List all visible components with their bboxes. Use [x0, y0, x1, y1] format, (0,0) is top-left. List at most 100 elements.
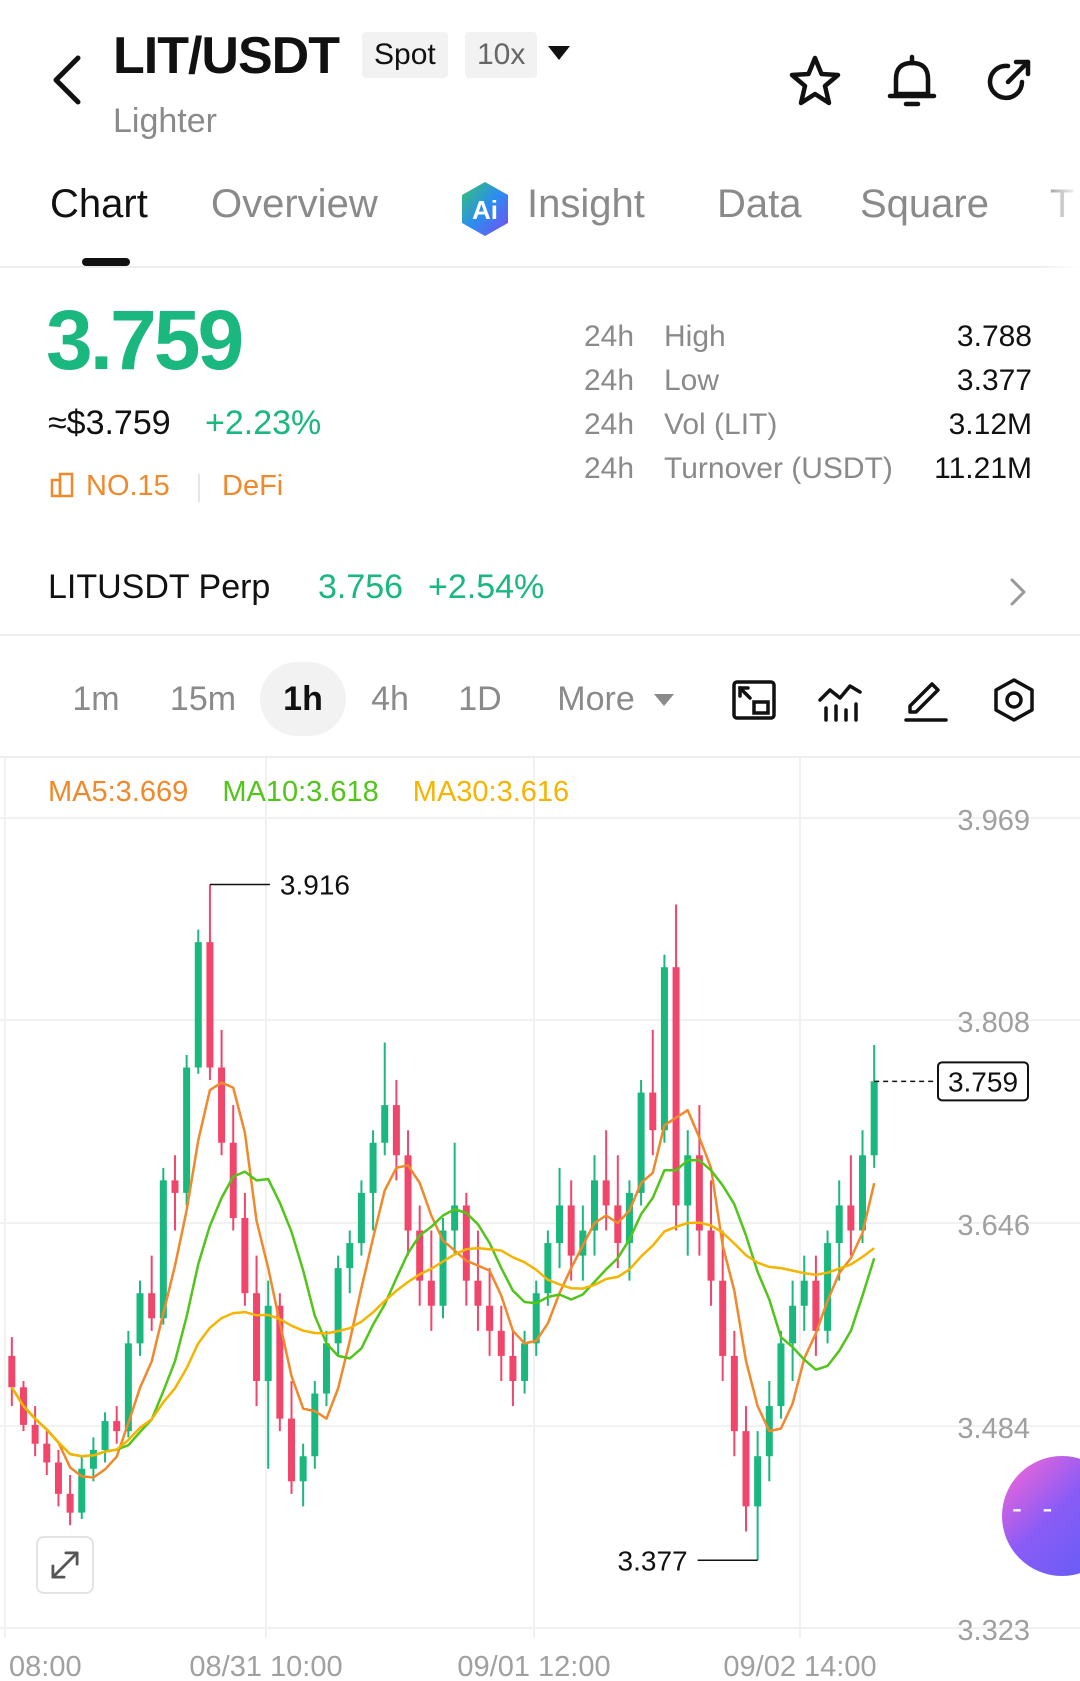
y-tick-label: 3.969: [957, 805, 1030, 837]
draw-icon[interactable]: [902, 676, 950, 724]
ma5-line: [10, 1081, 876, 1479]
more-dropdown-icon[interactable]: [654, 694, 674, 706]
candle-body: [614, 1205, 622, 1244]
candle-body: [369, 1142, 377, 1193]
stat-period: 24h: [584, 320, 635, 353]
pair-title[interactable]: LIT/USDT: [113, 27, 340, 85]
candle-body: [54, 1462, 62, 1494]
ai-icon: Ai: [462, 182, 508, 236]
min-price-label: 3.377: [618, 1545, 688, 1576]
sector-badge[interactable]: DeFi: [222, 470, 284, 502]
tab-chart[interactable]: Chart: [50, 182, 148, 226]
candle-body: [381, 1105, 389, 1143]
candle-body: [322, 1343, 330, 1394]
back-arrow-icon[interactable]: [44, 52, 88, 108]
candle-body: [660, 967, 668, 1131]
interval-1d[interactable]: 1D: [458, 680, 502, 718]
tab-square[interactable]: Square: [860, 182, 989, 226]
stat-value: 3.377: [956, 364, 1032, 397]
candle-body: [346, 1243, 354, 1269]
candle-body: [556, 1205, 564, 1244]
candle-body: [486, 1305, 494, 1331]
candle-body: [497, 1330, 505, 1356]
candle-body: [509, 1355, 517, 1381]
candle-body: [544, 1243, 552, 1294]
leverage-badge[interactable]: 10x: [465, 32, 538, 78]
y-tick-label: 3.484: [957, 1413, 1030, 1445]
candle-body: [812, 1280, 820, 1331]
pair-dropdown-icon[interactable]: [548, 46, 570, 60]
star-icon[interactable]: [785, 52, 845, 112]
candle-body: [451, 1205, 459, 1231]
candle-body: [695, 1155, 703, 1231]
current-price-box: [937, 1061, 1029, 1102]
tab-data[interactable]: Data: [717, 182, 802, 226]
bell-icon[interactable]: [882, 52, 942, 112]
y-tick-label: 3.323: [957, 1615, 1030, 1647]
stat-label: Low: [664, 364, 720, 397]
candle-body: [847, 1205, 855, 1231]
candle-body: [357, 1192, 365, 1244]
candle-body: [427, 1280, 435, 1306]
y-tick-label: 3.646: [957, 1210, 1030, 1242]
candle-body: [532, 1293, 540, 1344]
candle-body: [288, 1418, 296, 1482]
max-price-label: 3.916: [280, 869, 350, 900]
stat-label: Turnover (USDT): [664, 452, 893, 485]
candle-body: [101, 1421, 109, 1450]
candle-body: [311, 1393, 319, 1457]
candle-body: [206, 942, 214, 1068]
candle-body: [474, 1280, 482, 1306]
candle-body: [404, 1155, 412, 1231]
candle-body: [835, 1205, 843, 1244]
rank-icon: [50, 472, 74, 498]
tab-active-indicator: [82, 258, 130, 266]
ma30-label: MA30:3.616: [412, 776, 570, 808]
tab-overview[interactable]: Overview: [211, 182, 378, 226]
candle-body: [754, 1456, 762, 1507]
interval-more[interactable]: More: [557, 680, 635, 718]
candle-body: [777, 1343, 785, 1407]
candle-body: [136, 1293, 144, 1344]
candle-body: [637, 1092, 645, 1193]
kline-chart[interactable]: 3.969 3.808 3.646 3.484 3.323 08/30 08:00 08/3…: [0, 756, 1080, 1681]
fullscreen-icon[interactable]: [730, 676, 778, 724]
fiat-price: ≈$3.759: [48, 404, 171, 442]
candle-body: [439, 1230, 447, 1306]
candle-body: [299, 1456, 307, 1482]
rank-badge[interactable]: NO.15: [50, 470, 170, 503]
expand-icon[interactable]: [36, 1536, 94, 1594]
indicators-icon[interactable]: [816, 676, 864, 724]
candle-body: [859, 1155, 867, 1231]
stat-low: 24h Low 3.377: [584, 364, 1034, 404]
perp-name: LITUSDT Perp: [48, 568, 271, 606]
ma10-line: [10, 1159, 876, 1458]
market-type-badge: Spot: [362, 32, 448, 78]
candle-body: [334, 1268, 342, 1344]
candle-body: [684, 1155, 692, 1206]
interval-1h[interactable]: 1h: [260, 662, 346, 736]
candle-body: [43, 1443, 51, 1463]
y-tick-label: 3.808: [957, 1007, 1030, 1039]
candle-body: [264, 1305, 272, 1381]
x-tick-label: 08/31 10:00: [189, 1651, 342, 1681]
interval-15m[interactable]: 15m: [169, 680, 237, 718]
candle-body: [824, 1243, 832, 1331]
settings-icon[interactable]: [990, 676, 1038, 724]
tab-fade: [1040, 168, 1080, 268]
candle-body: [416, 1230, 424, 1281]
tab-insight[interactable]: Insight: [527, 182, 645, 226]
perp-row[interactable]: LITUSDT Perp 3.756 +2.54%: [0, 550, 1080, 636]
share-icon[interactable]: [978, 52, 1038, 112]
interval-1m[interactable]: 1m: [72, 680, 120, 718]
candle-body: [113, 1421, 121, 1432]
current-price-label: 3.759: [948, 1066, 1018, 1097]
stat-period: 24h: [584, 364, 635, 397]
candle-body: [590, 1180, 598, 1231]
interval-4h[interactable]: 4h: [371, 680, 409, 718]
candle-body: [124, 1343, 132, 1432]
kline-chart-canvas[interactable]: 3.969 3.808 3.646 3.484 3.323 08/30 08:00 08/3…: [0, 758, 1080, 1681]
chevron-right-icon[interactable]: [1006, 572, 1030, 612]
ma-legend: MA5:3.669 MA10:3.618 MA30:3.616: [48, 776, 595, 809]
stat-volume: 24h Vol (LIT) 3.12M: [584, 408, 1034, 448]
